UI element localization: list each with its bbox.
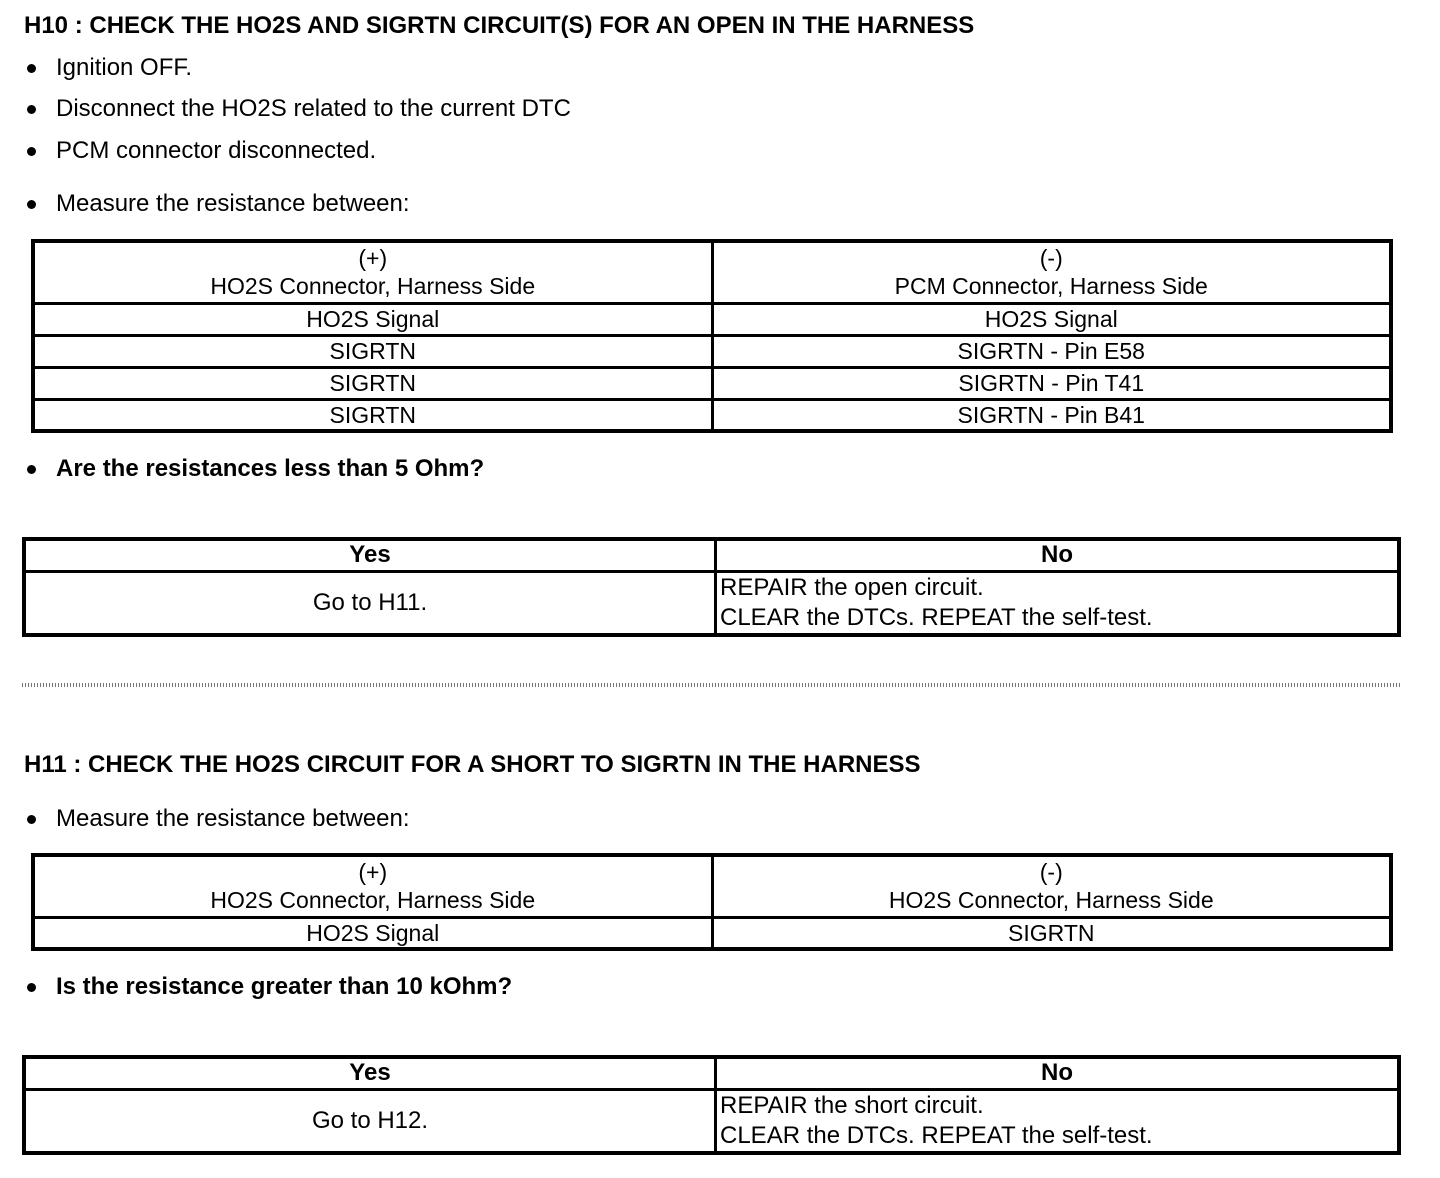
header-label: PCM Connector, Harness Side xyxy=(894,273,1208,300)
bullet-text: Measure the resistance between: xyxy=(56,190,410,217)
table-cell: HO2S Signal xyxy=(710,301,1393,337)
table-header-row: (+) HO2S Connector, Harness Side (-) PCM C… xyxy=(31,239,1393,305)
no-action-line: REPAIR the short circuit. xyxy=(720,1091,984,1119)
h11-result-table: Yes No Go to H12. REPAIR the short circuit… xyxy=(22,1055,1401,1155)
header-label: HO2S Connector, Harness Side xyxy=(210,887,536,914)
h11-measure-table: (+) HO2S Connector, Harness Side (-) HO2S … xyxy=(31,853,1393,951)
header-label: HO2S Connector, Harness Side xyxy=(888,887,1214,914)
no-action-line: REPAIR the open circuit. xyxy=(720,573,984,601)
bullet-icon xyxy=(27,464,36,474)
table-header-row: (+) HO2S Connector, Harness Side (-) HO2S … xyxy=(31,853,1393,919)
bullet-item: Measure the resistance between: xyxy=(24,805,410,833)
bullet-text: Ignition OFF. xyxy=(56,54,193,81)
header-sign: (+) xyxy=(358,859,388,886)
no-action: REPAIR the open circuit. CLEAR the DTCs. … xyxy=(714,569,1401,637)
question: Is the resistance greater than 10 kOhm? xyxy=(24,973,512,1001)
no-header: No xyxy=(714,1055,1401,1091)
bullet-text: Measure the resistance between: xyxy=(56,805,410,832)
table-cell: SIGRTN - Pin E58 xyxy=(710,333,1393,369)
section-divider xyxy=(22,683,1402,687)
bullet-icon xyxy=(27,814,36,824)
question-text: Is the resistance greater than 10 kOhm? xyxy=(56,973,513,1000)
no-action: REPAIR the short circuit. CLEAR the DTCs.… xyxy=(714,1087,1401,1155)
bullet-item: Disconnect the HO2S related to the curre… xyxy=(24,95,571,123)
header-cell: (-) PCM Connector, Harness Side xyxy=(710,239,1393,305)
no-header: No xyxy=(714,537,1401,573)
table-row: SIGRTN SIGRTN - Pin E58 xyxy=(31,333,1393,369)
table-row: HO2S Signal SIGRTN xyxy=(31,915,1393,951)
yes-header: Yes xyxy=(22,1055,717,1091)
table-cell: SIGRTN xyxy=(31,365,714,401)
table-cell: HO2S Signal xyxy=(31,301,714,337)
header-sign: (+) xyxy=(358,245,388,272)
table-row: SIGRTN SIGRTN - Pin T41 xyxy=(31,365,1393,401)
no-action-line: CLEAR the DTCs. REPEAT the self-test. xyxy=(720,1121,1153,1149)
table-row: SIGRTN SIGRTN - Pin B41 xyxy=(31,397,1393,433)
question: Are the resistances less than 5 Ohm? xyxy=(24,455,484,483)
header-sign: (-) xyxy=(1039,859,1063,886)
h10-title: H10 : CHECK THE HO2S AND SIGRTN CIRCUIT(… xyxy=(24,12,975,39)
no-action-line: CLEAR the DTCs. REPEAT the self-test. xyxy=(720,603,1153,631)
header-label: HO2S Connector, Harness Side xyxy=(210,273,536,300)
yes-header: Yes xyxy=(22,537,717,573)
header-sign: (-) xyxy=(1039,245,1063,272)
table-cell: SIGRTN - Pin T41 xyxy=(710,365,1393,401)
header-cell: (+) HO2S Connector, Harness Side xyxy=(31,239,714,305)
table-cell: HO2S Signal xyxy=(31,915,714,951)
h10-result-table: Yes No Go to H11. REPAIR the open circuit.… xyxy=(22,537,1401,637)
table-row: HO2S Signal HO2S Signal xyxy=(31,301,1393,337)
bullet-icon xyxy=(27,199,36,209)
yes-action: Go to H12. xyxy=(22,1087,717,1155)
table-cell: SIGRTN xyxy=(31,333,714,369)
question-text: Are the resistances less than 5 Ohm? xyxy=(56,455,485,482)
bullet-item: Measure the resistance between: xyxy=(24,190,410,218)
bullet-icon xyxy=(27,146,36,156)
result-header-row: Yes No xyxy=(22,537,1401,573)
bullet-icon xyxy=(27,104,36,114)
bullet-item: Ignition OFF. xyxy=(24,54,192,82)
table-cell: SIGRTN - Pin B41 xyxy=(710,397,1393,433)
table-cell: SIGRTN xyxy=(710,915,1393,951)
bullet-icon xyxy=(27,63,36,73)
bullet-item: PCM connector disconnected. xyxy=(24,137,376,165)
bullet-text: PCM connector disconnected. xyxy=(56,137,377,164)
h11-title: H11 : CHECK THE HO2S CIRCUIT FOR A SHORT… xyxy=(24,751,921,778)
result-header-row: Yes No xyxy=(22,1055,1401,1091)
header-cell: (-) HO2S Connector, Harness Side xyxy=(710,853,1393,919)
table-cell: SIGRTN xyxy=(31,397,714,433)
header-cell: (+) HO2S Connector, Harness Side xyxy=(31,853,714,919)
bullet-text: Disconnect the HO2S related to the curre… xyxy=(56,95,571,122)
result-row: Go to H12. REPAIR the short circuit. CLEAR… xyxy=(22,1087,1401,1155)
yes-action: Go to H11. xyxy=(22,569,717,637)
h10-measure-table: (+) HO2S Connector, Harness Side (-) PCM C… xyxy=(31,239,1393,433)
bullet-icon xyxy=(27,982,36,992)
result-row: Go to H11. REPAIR the open circuit. CLEAR … xyxy=(22,569,1401,637)
